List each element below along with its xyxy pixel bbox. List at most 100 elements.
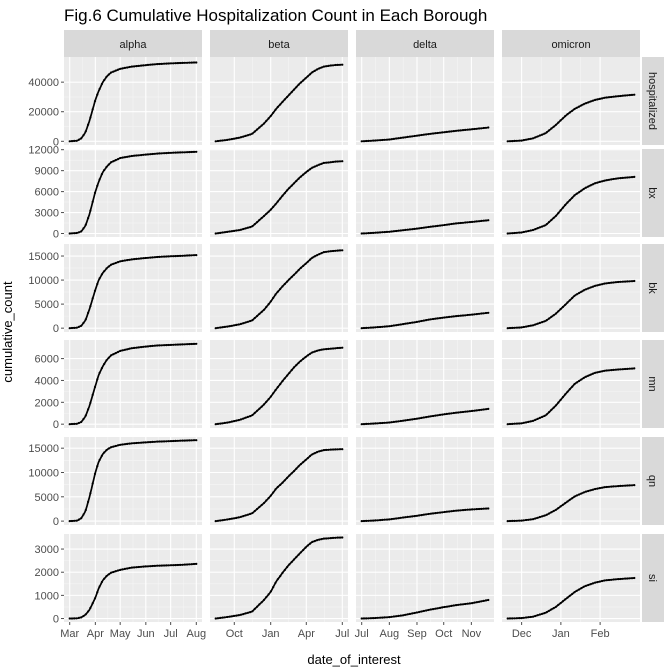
- data-point: [367, 232, 370, 235]
- data-point: [244, 134, 247, 137]
- data-point: [390, 421, 393, 424]
- data-point: [165, 255, 168, 258]
- data-point: [628, 577, 631, 580]
- data-point: [571, 592, 574, 596]
- data-point: [260, 601, 263, 604]
- y-tick-label: 6000: [35, 354, 59, 366]
- data-point: [153, 256, 156, 259]
- data-point: [408, 612, 412, 616]
- data-point: [529, 324, 532, 327]
- data-point: [179, 61, 182, 65]
- panel-omicron-bk: [502, 244, 640, 332]
- data-point: [186, 61, 189, 64]
- data-point: [450, 412, 453, 415]
- data-point: [77, 325, 80, 328]
- data-point: [165, 564, 168, 567]
- data-point: [522, 616, 525, 619]
- data-point: [372, 422, 375, 425]
- data-point: [142, 257, 145, 260]
- data-point: [239, 515, 243, 518]
- data-point: [508, 232, 512, 235]
- data-point: [68, 617, 71, 620]
- data-point: [338, 249, 342, 252]
- data-point: [82, 321, 85, 324]
- data-point: [376, 139, 379, 142]
- data-point: [137, 64, 140, 67]
- data-point: [395, 420, 398, 423]
- data-point: [172, 151, 175, 154]
- data-point: [235, 516, 238, 520]
- data-point: [515, 422, 519, 425]
- data-point: [457, 129, 460, 132]
- data-point: [299, 81, 302, 84]
- data-point: [253, 607, 256, 611]
- data-point: [112, 262, 115, 265]
- data-point: [395, 324, 398, 327]
- data-point: [237, 229, 240, 232]
- panel-delta-qn: [356, 437, 494, 525]
- data-point: [327, 64, 330, 67]
- data-point: [381, 231, 384, 234]
- y-tick-label: 4000: [35, 375, 59, 387]
- data-point: [320, 449, 323, 452]
- data-point: [149, 565, 152, 568]
- data-point: [554, 605, 558, 608]
- data-point: [320, 252, 323, 255]
- data-point: [397, 614, 400, 618]
- data-point: [614, 95, 618, 98]
- data-point: [448, 223, 451, 226]
- data-point: [251, 413, 254, 417]
- data-point: [223, 518, 226, 521]
- data-point: [158, 344, 161, 347]
- data-point: [376, 422, 379, 425]
- data-point: [237, 516, 240, 519]
- data-point: [612, 281, 615, 284]
- data-point: [188, 343, 191, 346]
- data-point: [341, 160, 344, 163]
- data-point: [388, 138, 391, 141]
- data-point: [614, 368, 618, 371]
- data-point: [160, 564, 163, 567]
- data-point: [230, 138, 233, 141]
- data-point: [137, 257, 140, 260]
- data-point: [601, 579, 604, 583]
- data-point: [219, 139, 222, 142]
- data-point: [362, 232, 366, 235]
- data-point: [610, 95, 613, 99]
- data-point: [267, 303, 270, 306]
- data-point: [146, 63, 150, 66]
- data-point: [133, 442, 136, 445]
- data-point: [434, 225, 437, 228]
- data-point: [573, 294, 576, 297]
- data-point: [214, 423, 217, 426]
- data-point: [146, 565, 150, 568]
- data-point: [89, 492, 92, 495]
- data-point: [518, 326, 521, 329]
- data-point: [457, 314, 460, 317]
- data-point: [77, 421, 80, 425]
- data-point: [564, 203, 567, 207]
- panel-background: [502, 340, 640, 428]
- data-point: [237, 323, 240, 326]
- data-point: [75, 617, 78, 620]
- data-point: [276, 200, 279, 203]
- data-point: [226, 518, 229, 521]
- data-point: [329, 250, 332, 253]
- data-point: [188, 61, 191, 64]
- data-point: [557, 507, 560, 510]
- data-point: [140, 441, 143, 444]
- data-point: [100, 367, 103, 370]
- data-point: [369, 617, 372, 620]
- data-point: [121, 156, 124, 159]
- data-point: [415, 417, 418, 420]
- data-point: [123, 66, 126, 69]
- data-point: [119, 568, 122, 572]
- data-point: [601, 283, 604, 286]
- data-point: [188, 151, 191, 154]
- facet-label-alpha: alpha: [120, 39, 148, 51]
- panel-background: [210, 149, 348, 237]
- data-point: [135, 441, 138, 445]
- data-point: [388, 230, 391, 233]
- data-point: [244, 416, 247, 419]
